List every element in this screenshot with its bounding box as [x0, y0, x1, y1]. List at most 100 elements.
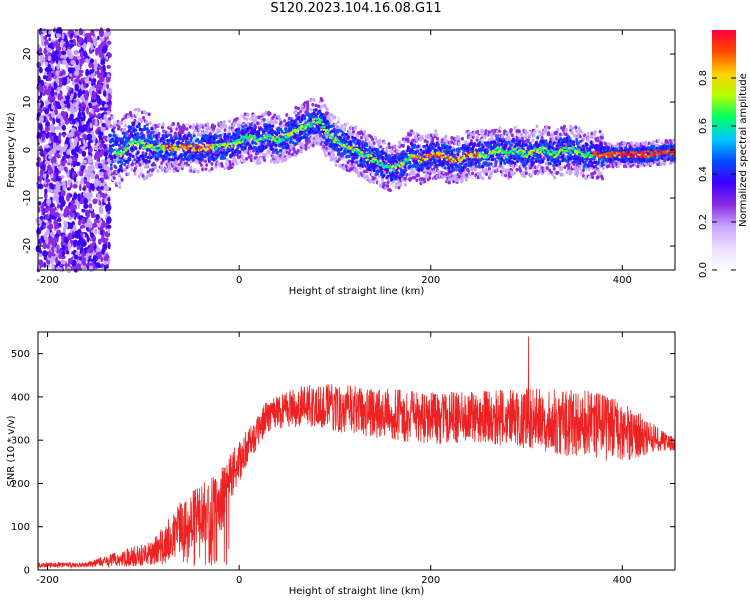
noise-speck	[77, 125, 84, 132]
noise-speck	[41, 208, 44, 214]
noise-speck	[73, 192, 78, 200]
halo-speck	[428, 176, 432, 180]
halo-speck	[272, 160, 276, 165]
halo-speck	[159, 164, 163, 169]
noise-speck	[65, 62, 69, 69]
noise-speck	[38, 183, 44, 190]
noise-speck	[62, 155, 65, 162]
noise-speck	[42, 224, 47, 230]
halo-speck	[188, 125, 192, 129]
halo-speck	[379, 145, 383, 149]
noise-speck	[46, 243, 50, 249]
noise-speck	[67, 157, 73, 164]
noise-speck	[98, 199, 102, 206]
halo-speck	[192, 124, 196, 128]
halo-speck	[172, 169, 176, 173]
noise-speck	[63, 111, 68, 116]
halo-speck	[287, 116, 291, 121]
noise-speck	[82, 258, 86, 267]
noise-speck	[74, 83, 79, 92]
noise-speck	[40, 235, 44, 240]
noise-speck	[58, 253, 62, 260]
noise-speck	[97, 180, 102, 187]
halo-speck	[194, 128, 198, 133]
noise-speck	[81, 240, 87, 247]
noise-speck	[55, 184, 61, 190]
halo-speck	[499, 170, 503, 174]
noise-speck	[60, 39, 64, 47]
noise-speck	[66, 149, 71, 155]
noise-speck	[77, 219, 82, 226]
noise-speck	[69, 43, 75, 48]
halo-speck	[148, 121, 152, 125]
halo-speck	[447, 180, 451, 185]
noise-speck	[50, 173, 54, 179]
noise-speck	[97, 83, 103, 91]
noise-speck	[61, 175, 65, 179]
noise-speck	[98, 79, 102, 84]
noise-speck	[79, 95, 85, 101]
noise-speck	[53, 81, 58, 90]
halo-speck	[196, 132, 200, 137]
halo-speck	[399, 183, 403, 187]
halo-speck	[279, 120, 283, 125]
noise-speck	[38, 67, 43, 74]
noise-speck	[70, 199, 76, 205]
noise-speck	[48, 155, 53, 160]
halo-speck	[470, 175, 474, 180]
noise-speck	[57, 229, 61, 236]
halo-speck	[517, 129, 521, 134]
noise-speck	[44, 100, 50, 106]
halo-speck	[151, 167, 155, 172]
noise-speck	[91, 184, 95, 189]
halo-speck	[499, 127, 503, 131]
halo-speck	[135, 112, 139, 117]
halo-speck	[311, 143, 315, 148]
noise-speck	[74, 63, 80, 71]
halo-speck	[246, 113, 250, 117]
noise-speck	[71, 259, 77, 268]
noise-speck	[45, 132, 49, 140]
halo-speck	[281, 151, 285, 156]
noise-speck	[79, 50, 84, 59]
halo-speck	[372, 180, 376, 185]
noise-speck	[64, 212, 68, 218]
noise-speck	[96, 196, 101, 202]
noise-speck	[83, 50, 87, 58]
noise-speck	[45, 237, 49, 245]
noise-speck	[86, 93, 89, 99]
noise-speck	[78, 184, 82, 192]
halo-speck	[591, 175, 595, 180]
noise-speck	[69, 193, 73, 198]
noise-speck	[74, 78, 79, 83]
halo-speck	[281, 159, 285, 163]
noise-speck	[90, 172, 95, 179]
halo-speck	[332, 153, 336, 157]
noise-speck	[86, 36, 93, 43]
halo-speck	[196, 169, 200, 174]
noise-speck	[47, 63, 51, 70]
halo-speck	[110, 116, 114, 120]
noise-speck	[61, 59, 68, 65]
halo-speck	[353, 127, 357, 131]
noise-speck	[98, 29, 105, 36]
noise-speck	[45, 178, 51, 183]
halo-speck	[334, 163, 338, 167]
noise-speck	[49, 203, 55, 208]
halo-speck	[248, 150, 252, 154]
halo-speck	[231, 128, 235, 133]
noise-speck	[82, 133, 88, 140]
noise-speck	[106, 216, 112, 224]
halo-speck	[524, 171, 528, 175]
noise-speck	[94, 119, 98, 127]
noise-speck	[39, 261, 44, 266]
noise-speck	[71, 106, 75, 113]
noise-speck	[88, 127, 94, 131]
halo-speck	[157, 131, 161, 136]
noise-speck	[85, 253, 89, 262]
noise-speck	[39, 218, 42, 227]
noise-speck	[95, 87, 99, 93]
halo-speck	[395, 145, 399, 149]
halo-speck	[142, 115, 146, 120]
halo-speck	[567, 162, 571, 167]
